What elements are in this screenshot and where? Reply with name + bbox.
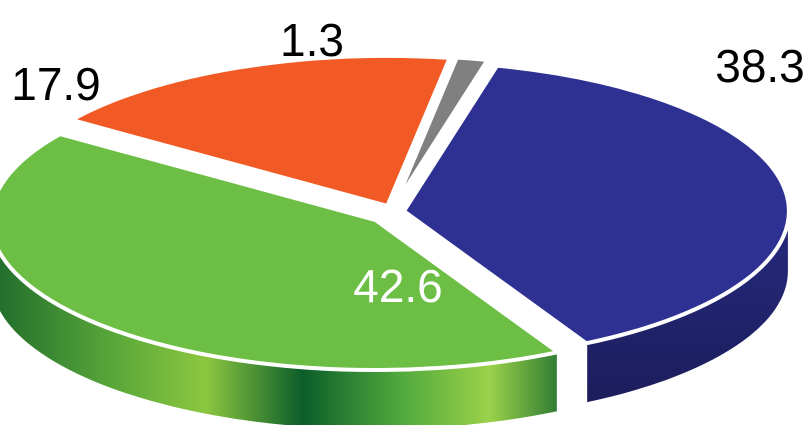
pie-slice-1.3 bbox=[392, 55, 490, 208]
pie-slice-38.3 bbox=[401, 63, 791, 346]
data-label-1.3: 1.3 bbox=[280, 14, 344, 66]
data-label-17.9: 17.9 bbox=[11, 58, 101, 110]
pie-slice-42.6 bbox=[0, 132, 560, 373]
pie-slice-17.9 bbox=[69, 53, 452, 208]
data-label-42.6: 42.6 bbox=[353, 260, 443, 312]
data-label-38.3: 38.3 bbox=[715, 40, 805, 92]
